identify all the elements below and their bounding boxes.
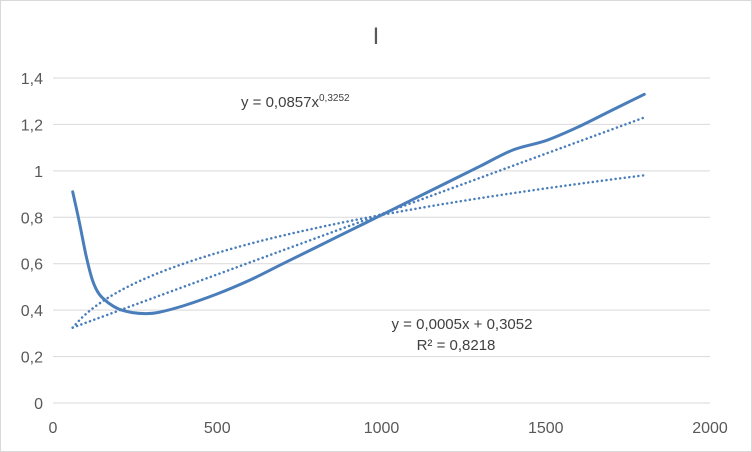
y-tick-label: 0,8 — [21, 210, 43, 227]
power-trendline-equation: y = 0,0857x0,3252 — [241, 93, 350, 111]
x-tick-label: 2000 — [692, 420, 728, 437]
x-tick-label: 0 — [49, 420, 58, 437]
y-tick-label: 1,4 — [21, 71, 43, 88]
x-tick-label: 500 — [204, 420, 231, 437]
linear-trendline-r-squared: R² = 0,8218 — [417, 337, 496, 354]
y-tick-label: 0,2 — [21, 350, 43, 367]
data-series-line — [71, 92, 646, 316]
linear-trendline-equation: y = 0,0005x + 0,3052 — [392, 316, 533, 333]
y-tick-label: 1,2 — [21, 117, 43, 134]
x-tick-label: 1500 — [528, 420, 564, 437]
power-equation-exponent: 0,3252 — [319, 93, 350, 104]
y-tick-label: 0 — [34, 396, 43, 413]
power-equation-base: y = 0,0857x — [241, 94, 319, 111]
chart-title: I — [373, 23, 380, 50]
series-group — [71, 92, 646, 329]
linear-trendline — [71, 116, 646, 329]
y-tick-label: 0,6 — [21, 257, 43, 274]
power-trendline — [71, 174, 646, 329]
y-tick-label: 1 — [34, 164, 43, 181]
x-tick-label: 1000 — [364, 420, 400, 437]
axes: 0 0,2 0,4 0,6 0,8 1 1,2 1,4 0 500 1000 1500 2000 — [21, 71, 728, 437]
y-tick-label: 0,4 — [21, 303, 43, 320]
